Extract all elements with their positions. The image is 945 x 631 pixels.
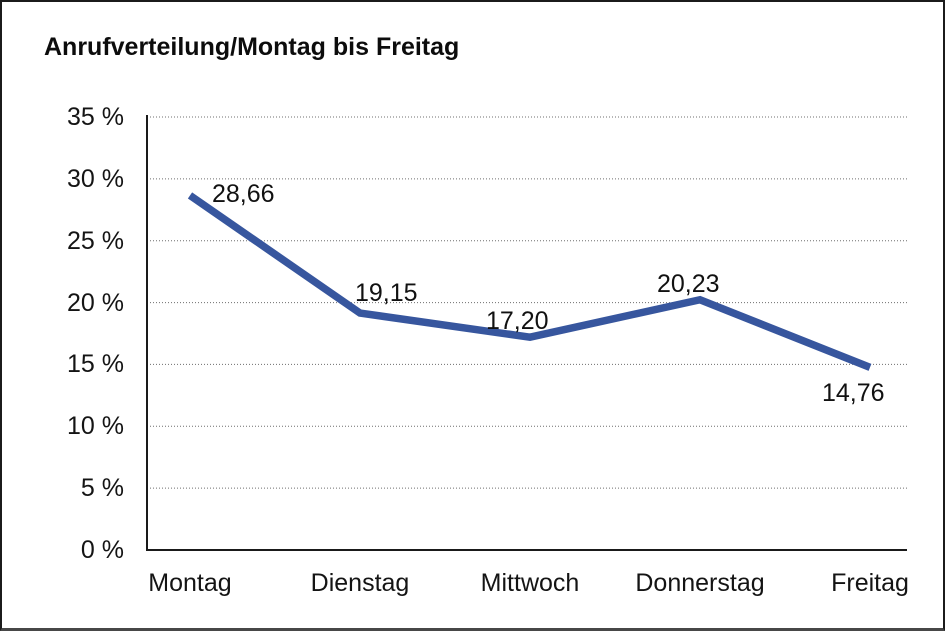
y-tick-label-25: 25 % [67,227,124,255]
data-label-dienstag: 19,15 [355,279,418,307]
y-tick-label-20: 20 % [67,289,124,317]
data-label-montag: 28,66 [212,180,275,208]
chart-title: Anrufverteilung/Montag bis Freitag [44,33,460,61]
y-tick-label-35: 35 % [67,103,124,131]
line-series [187,192,872,371]
data-label-donnerstag: 20,23 [657,270,720,298]
data-label-mittwoch: 17,20 [486,307,549,335]
x-tick-label-dienstag: Dienstag [310,569,410,597]
y-tick-label-5: 5 % [80,474,124,502]
y-tick-label-10: 10 % [67,412,124,440]
y-tick-label-30: 30 % [67,165,124,193]
x-tick-label-donnerstag: Donnerstag [635,569,765,597]
x-tick-label-freitag: Freitag [831,569,909,597]
y-tick-label-15: 15 % [67,350,124,378]
y-tick-label-0: 0 % [80,536,124,564]
x-tick-label-mittwoch: Mittwoch [480,569,580,597]
data-label-freitag: 14,76 [822,379,885,407]
x-tick-label-montag: Montag [148,569,232,597]
